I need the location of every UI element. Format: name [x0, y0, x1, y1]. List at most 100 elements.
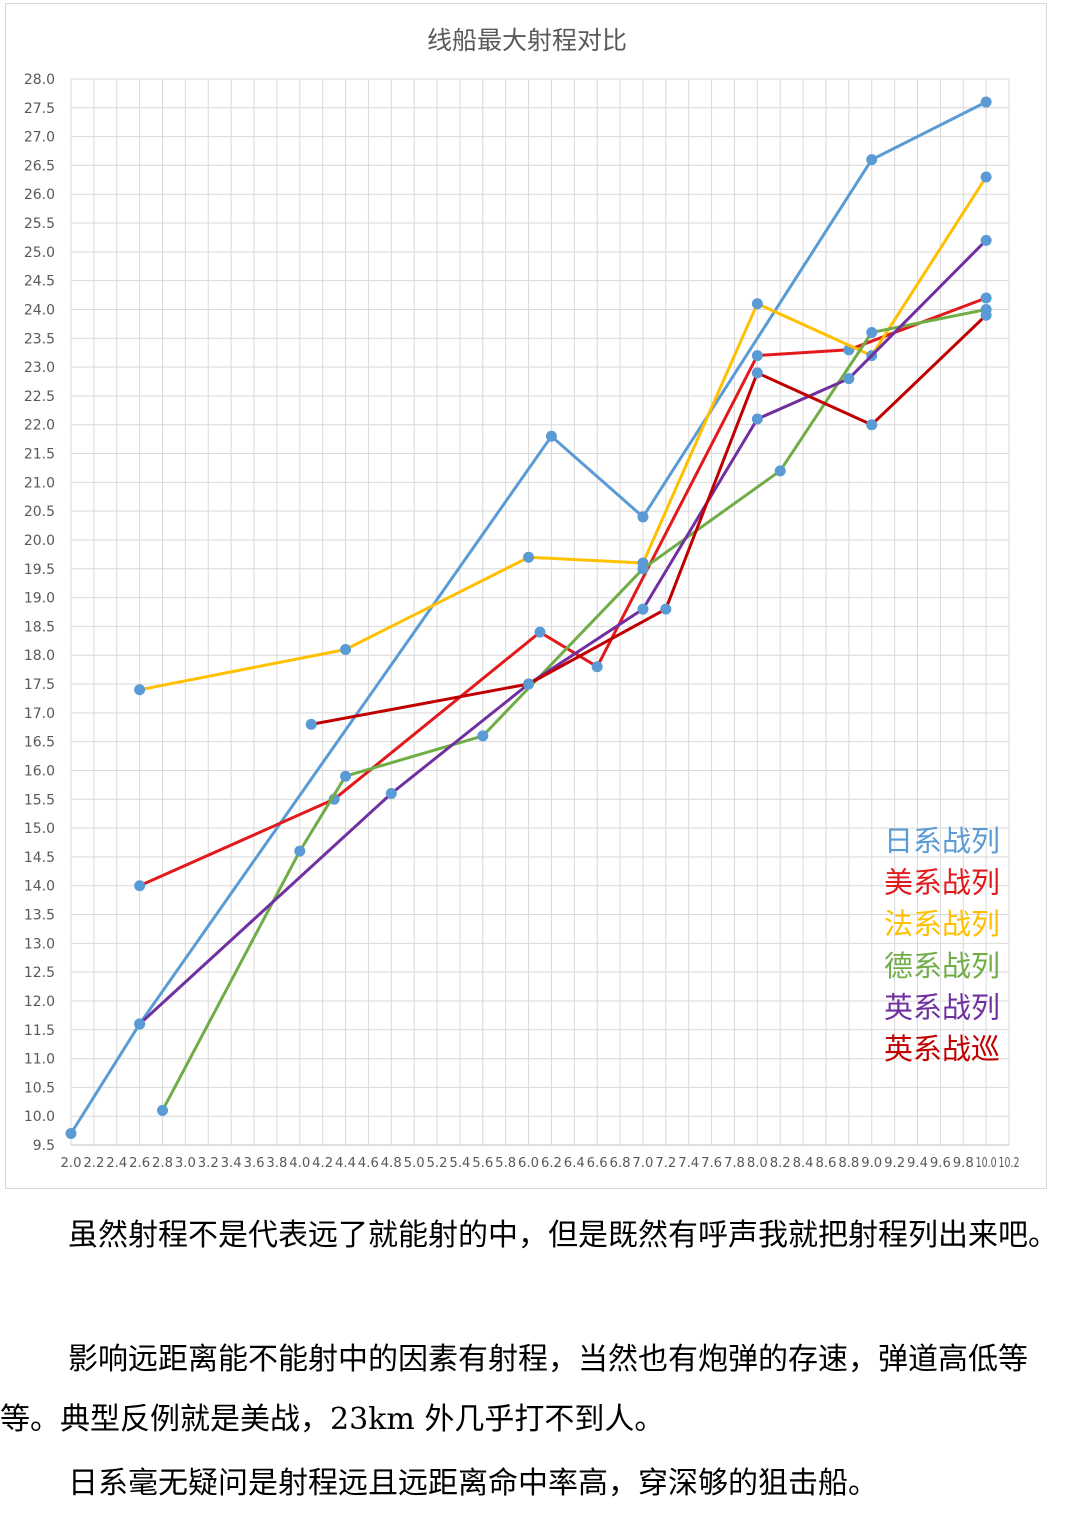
x-tick-label: 4.4: [335, 1156, 356, 1171]
series-line: [69, 100, 988, 1135]
x-tick-label: 4.2: [312, 1156, 333, 1171]
y-tick-label: 17.0: [24, 706, 55, 722]
x-tick-label: 8.8: [838, 1156, 859, 1171]
x-tick-label: 9.2: [884, 1156, 905, 1171]
x-tick-label: 5.8: [495, 1156, 516, 1171]
y-tick-label: 26.0: [24, 187, 55, 203]
x-tick-label: 3.6: [244, 1156, 265, 1171]
x-tick-label: 8.2: [770, 1156, 791, 1171]
series-line: [138, 296, 988, 888]
data-point: [65, 1127, 77, 1139]
legend-entry: 法系战列: [884, 907, 1000, 941]
data-point: [637, 603, 649, 615]
y-tick-label: 19.5: [24, 562, 55, 578]
y-tick-label: 12.0: [24, 994, 55, 1010]
x-tick-label: 7.8: [724, 1156, 745, 1171]
data-point: [980, 292, 992, 304]
data-point: [294, 845, 306, 857]
data-point: [774, 465, 786, 477]
x-tick-label: 3.4: [221, 1156, 242, 1171]
x-tick-label: 2.6: [129, 1156, 150, 1171]
body-paragraph-2: 影响远距离能不能射中的因素有射程，当然也有炮弹的存速，弹道高低等等。典型反例就是…: [0, 1342, 1028, 1437]
series-3: [134, 171, 992, 696]
legend-entry: 日系战列: [884, 824, 1000, 858]
range-line-chart: 线船最大射程对比 9.5 10.0 10.5 11.0 11.5 12.0 12.5 13.0…: [24, 26, 1020, 1171]
data-point: [660, 603, 672, 615]
y-tick-label: 10.0: [24, 1109, 55, 1125]
x-tick-label: 9.4: [907, 1156, 928, 1171]
data-point: [134, 684, 146, 696]
y-tick-label: 23.5: [24, 331, 55, 347]
x-tick-label: 3.2: [198, 1156, 219, 1171]
y-tick-label: 11.5: [24, 1023, 55, 1039]
x-tick-label: 3.8: [266, 1156, 287, 1171]
y-tick-label: 10.5: [24, 1080, 55, 1096]
x-tick-label: 8.6: [815, 1156, 836, 1171]
series-layer: [65, 96, 992, 1139]
data-point: [980, 309, 992, 321]
y-tick-label: 12.5: [24, 965, 55, 981]
y-tick-label: 14.5: [24, 850, 55, 866]
x-tick-label: 9.0: [861, 1156, 882, 1171]
y-tick-label: 15.5: [24, 792, 55, 808]
y-tick-label: 27.0: [24, 130, 55, 146]
x-tick-label: 8.0: [747, 1156, 768, 1171]
series-line: [161, 308, 988, 1112]
data-point: [523, 678, 535, 690]
y-tick-label: 22.0: [24, 418, 55, 434]
data-point: [134, 1018, 146, 1030]
y-tick-label: 25.0: [24, 245, 55, 261]
series-line: [138, 175, 988, 692]
data-point: [637, 511, 649, 523]
data-point: [340, 770, 352, 782]
x-tick-label: 4.8: [381, 1156, 402, 1171]
series-line: [138, 238, 988, 1026]
y-tick-label: 14.0: [24, 879, 55, 895]
y-tick-label: 22.5: [24, 389, 55, 405]
data-point: [751, 413, 763, 425]
y-tick-label: 17.5: [24, 677, 55, 693]
y-tick-label: 26.5: [24, 158, 55, 174]
body-paragraph-3: 日系毫无疑问是射程远且远距离命中率高，穿深够的狙击船。: [68, 1466, 878, 1501]
body-paragraph-1: 虽然射程不是代表远了就能射的中，但是既然有呼声我就把射程列出来吧。: [68, 1218, 1058, 1253]
x-tick-label: 7.0: [632, 1156, 653, 1171]
x-tick-label: 5.2: [427, 1156, 448, 1171]
series-2: [134, 292, 992, 892]
data-point: [866, 327, 878, 339]
data-point: [534, 626, 546, 638]
data-point: [980, 234, 992, 246]
x-tick-label: 10.0: [976, 1156, 997, 1171]
x-tick-label: 2.8: [152, 1156, 173, 1171]
data-point: [980, 96, 992, 108]
y-tick-label: 16.0: [24, 763, 55, 779]
y-tick-label: 16.5: [24, 735, 55, 751]
x-tick-label: 6.8: [610, 1156, 631, 1171]
x-tick-label: 5.4: [449, 1156, 470, 1171]
x-tick-label: 8.4: [793, 1156, 814, 1171]
x-tick-label: 5.0: [404, 1156, 425, 1171]
y-tick-label: 25.5: [24, 216, 55, 232]
y-tick-label: 28.0: [24, 72, 55, 88]
x-tick-label: 2.2: [83, 1156, 104, 1171]
x-tick-label: 7.4: [678, 1156, 699, 1171]
legend-entry: 英系战列: [884, 990, 1000, 1024]
data-point: [523, 551, 535, 563]
legend-entry: 德系战列: [884, 949, 1000, 983]
chart-title: 线船最大射程对比: [427, 26, 627, 55]
y-tick-label: 18.5: [24, 619, 55, 635]
series-line: [309, 313, 988, 726]
chart-frame: 线船最大射程对比 9.5 10.0 10.5 11.0 11.5 12.0 12.5 13.0…: [5, 3, 1047, 1189]
data-point: [591, 661, 603, 673]
series-5: [134, 234, 992, 1030]
x-tick-label: 6.4: [564, 1156, 585, 1171]
y-tick-label: 9.5: [33, 1138, 55, 1154]
y-tick-label: 13.0: [24, 936, 55, 952]
y-tick-label: 15.0: [24, 821, 55, 837]
data-point: [637, 563, 649, 575]
y-tick-label: 21.0: [24, 475, 55, 491]
y-tick-label: 20.5: [24, 504, 55, 520]
legend-entry: 美系战列: [884, 866, 1000, 900]
y-tick-label: 24.5: [24, 274, 55, 290]
x-tick-label: 6.0: [518, 1156, 539, 1171]
